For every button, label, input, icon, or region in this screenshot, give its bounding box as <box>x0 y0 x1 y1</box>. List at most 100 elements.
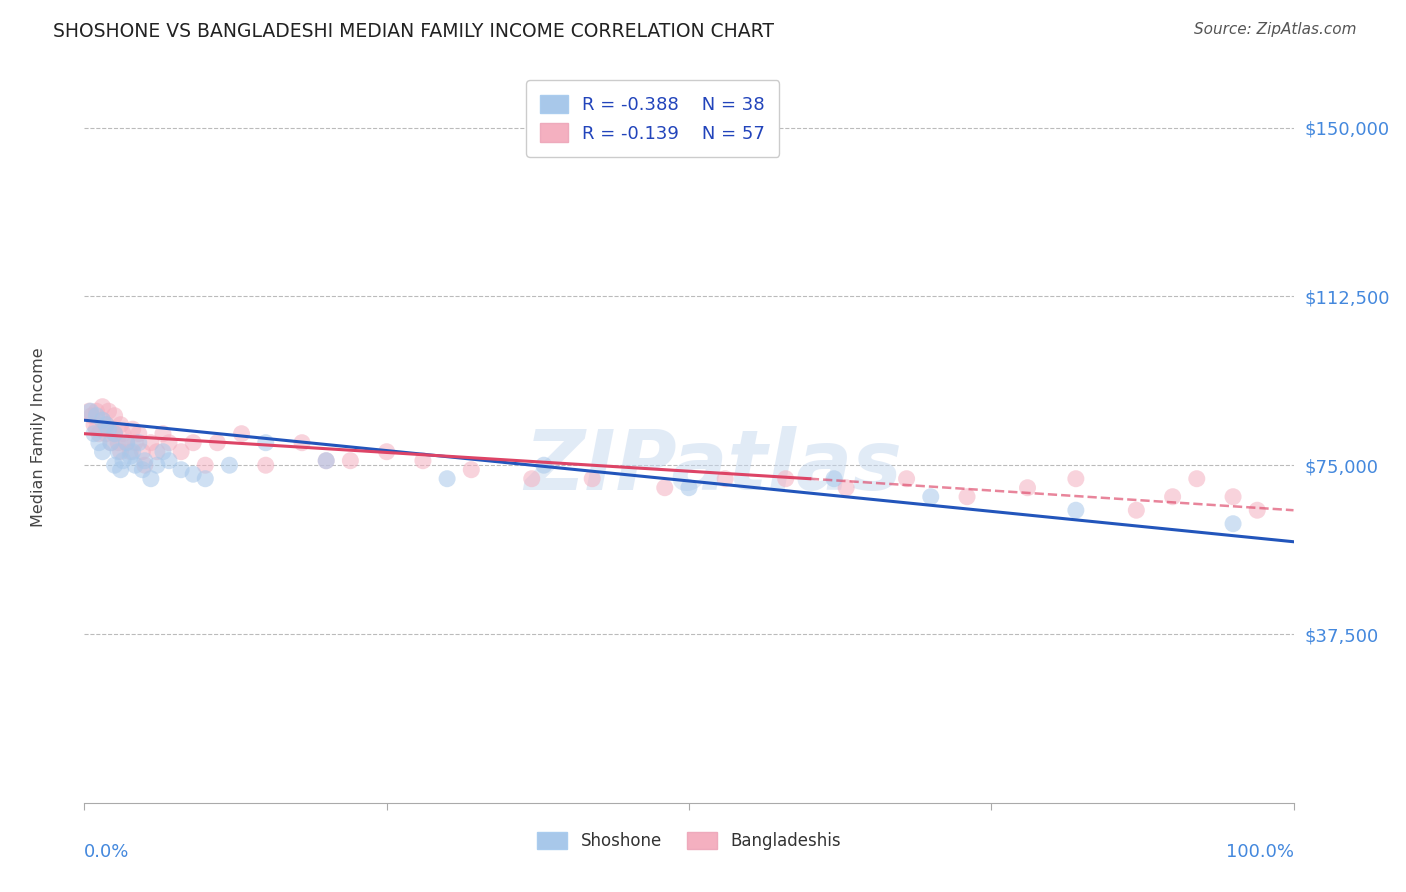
Point <box>157 435 180 450</box>
Point <box>1125 503 1147 517</box>
Point <box>181 435 204 450</box>
Point <box>146 444 169 458</box>
Point <box>1246 503 1268 517</box>
Point <box>104 426 127 441</box>
Point <box>1222 490 1244 504</box>
Point <box>1064 472 1087 486</box>
Point <box>100 435 122 450</box>
Point <box>714 472 737 486</box>
Point <box>1222 516 1244 531</box>
Point <box>920 490 942 504</box>
Point <box>94 417 117 432</box>
Point <box>520 472 543 486</box>
Point <box>207 435 229 450</box>
Point <box>339 453 361 467</box>
Point <box>181 467 204 482</box>
Text: ZIPatlas: ZIPatlas <box>524 425 903 507</box>
Point <box>170 463 193 477</box>
Point <box>110 444 132 458</box>
Text: 100.0%: 100.0% <box>1226 843 1294 861</box>
Point <box>1161 490 1184 504</box>
Point <box>157 453 180 467</box>
Point <box>80 409 103 423</box>
Point <box>87 435 110 450</box>
Text: 0.0%: 0.0% <box>84 843 129 861</box>
Point <box>315 453 337 467</box>
Point <box>104 458 127 473</box>
Point <box>121 422 143 436</box>
Point <box>86 422 108 436</box>
Point <box>412 453 434 467</box>
Point <box>124 435 146 450</box>
Point <box>83 426 105 441</box>
Point <box>120 444 142 458</box>
Point <box>460 463 482 477</box>
Point <box>823 472 845 486</box>
Point <box>128 435 150 450</box>
Point <box>124 458 146 473</box>
Point <box>678 481 700 495</box>
Point <box>104 409 127 423</box>
Point <box>77 404 100 418</box>
Point <box>128 426 150 441</box>
Point <box>194 458 217 473</box>
Point <box>120 449 142 463</box>
Point <box>107 444 129 458</box>
Point <box>254 435 277 450</box>
Point <box>131 444 153 458</box>
Text: Median Family Income: Median Family Income <box>31 347 46 527</box>
Point <box>107 435 129 450</box>
Point <box>139 472 162 486</box>
Point <box>97 422 120 436</box>
Point <box>112 426 135 441</box>
Point <box>231 426 253 441</box>
Point <box>533 458 555 473</box>
Point <box>121 444 143 458</box>
Point <box>581 472 603 486</box>
Point <box>152 444 174 458</box>
Point <box>91 413 114 427</box>
Point <box>97 404 120 418</box>
Point <box>91 413 114 427</box>
Point <box>79 404 101 418</box>
Point <box>291 435 314 450</box>
Point <box>131 463 153 477</box>
Point <box>146 458 169 473</box>
Point <box>835 481 858 495</box>
Point <box>1185 472 1208 486</box>
Point <box>94 426 117 441</box>
Point <box>170 444 193 458</box>
Point <box>218 458 240 473</box>
Legend: Shoshone, Bangladeshis: Shoshone, Bangladeshis <box>530 825 848 856</box>
Point <box>139 435 162 450</box>
Point <box>83 417 105 432</box>
Point <box>315 453 337 467</box>
Point <box>654 481 676 495</box>
Point <box>110 463 132 477</box>
Point <box>194 472 217 486</box>
Point <box>1017 481 1039 495</box>
Point <box>115 435 138 450</box>
Point <box>115 435 138 450</box>
Point <box>775 472 797 486</box>
Point <box>152 426 174 441</box>
Point <box>375 444 398 458</box>
Point <box>896 472 918 486</box>
Text: SHOSHONE VS BANGLADESHI MEDIAN FAMILY INCOME CORRELATION CHART: SHOSHONE VS BANGLADESHI MEDIAN FAMILY IN… <box>53 22 775 41</box>
Point <box>87 426 110 441</box>
Point <box>1064 503 1087 517</box>
Point <box>91 400 114 414</box>
Point <box>94 417 117 432</box>
Point <box>134 458 156 473</box>
Point <box>110 417 132 432</box>
Point <box>956 490 979 504</box>
Point <box>86 404 108 418</box>
Point <box>436 472 458 486</box>
Point <box>104 426 127 441</box>
Point <box>91 444 114 458</box>
Point <box>134 453 156 467</box>
Point <box>254 458 277 473</box>
Point <box>100 435 122 450</box>
Point <box>100 422 122 436</box>
Point <box>112 453 135 467</box>
